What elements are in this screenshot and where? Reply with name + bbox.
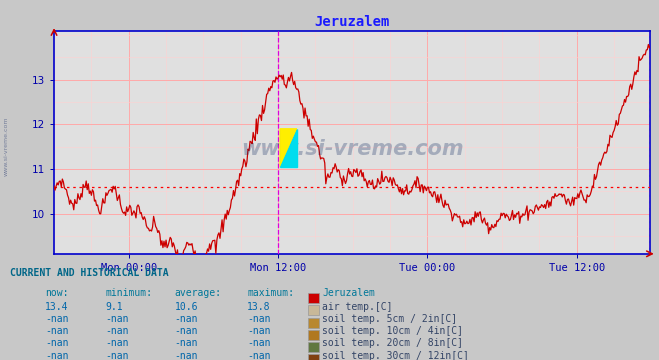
Text: www.si-vreme.com: www.si-vreme.com [4,116,9,176]
Text: -nan: -nan [45,338,69,348]
Text: 13.4: 13.4 [45,302,69,312]
Text: 10.6: 10.6 [175,302,198,312]
Text: maximum:: maximum: [247,288,294,298]
Text: minimum:: minimum: [105,288,152,298]
Text: www.si-vreme.com: www.si-vreme.com [241,139,463,159]
Text: -nan: -nan [175,314,198,324]
Text: -nan: -nan [105,314,129,324]
Text: -nan: -nan [175,338,198,348]
Text: 9.1: 9.1 [105,302,123,312]
Title: Jeruzalem: Jeruzalem [314,15,390,30]
Text: now:: now: [45,288,69,298]
Text: -nan: -nan [247,326,271,336]
Text: -nan: -nan [45,326,69,336]
Text: -nan: -nan [45,314,69,324]
Text: soil temp. 10cm / 4in[C]: soil temp. 10cm / 4in[C] [322,326,463,336]
Text: -nan: -nan [105,338,129,348]
Text: -nan: -nan [247,351,271,360]
Polygon shape [280,129,297,167]
Text: -nan: -nan [45,351,69,360]
Text: average:: average: [175,288,221,298]
Text: CURRENT AND HISTORICAL DATA: CURRENT AND HISTORICAL DATA [10,268,169,278]
Text: soil temp. 5cm / 2in[C]: soil temp. 5cm / 2in[C] [322,314,457,324]
Text: Jeruzalem: Jeruzalem [323,288,376,298]
Text: -nan: -nan [175,351,198,360]
Text: 13.8: 13.8 [247,302,271,312]
Bar [280,129,297,167]
Polygon shape [280,129,297,167]
Text: air temp.[C]: air temp.[C] [322,302,392,312]
Text: -nan: -nan [105,326,129,336]
Text: soil temp. 20cm / 8in[C]: soil temp. 20cm / 8in[C] [322,338,463,348]
Text: -nan: -nan [247,314,271,324]
Text: -nan: -nan [105,351,129,360]
Text: -nan: -nan [247,338,271,348]
Text: soil temp. 30cm / 12in[C]: soil temp. 30cm / 12in[C] [322,351,469,360]
Text: -nan: -nan [175,326,198,336]
